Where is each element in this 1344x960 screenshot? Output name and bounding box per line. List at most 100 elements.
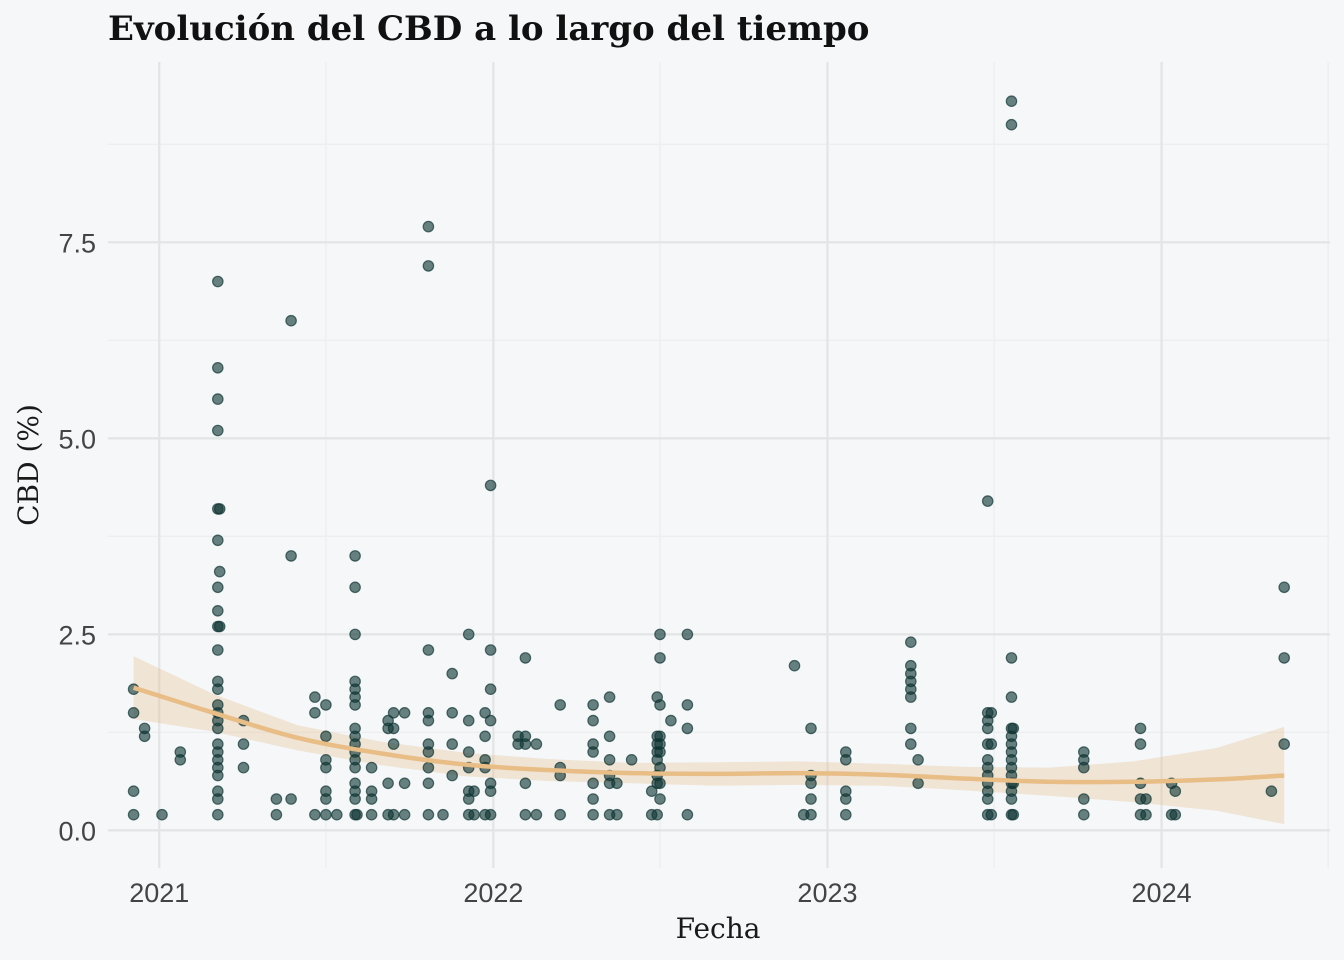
data-point [587,777,599,790]
data-point [654,699,666,711]
points-layer [127,95,1290,821]
data-point [349,581,361,594]
data-point [330,808,343,821]
chart-title: Evolución del CBD a lo largo del tiempo [108,9,869,49]
data-point [904,738,917,750]
data-point [603,753,616,766]
data-point [212,534,224,547]
data-point [212,604,224,617]
data-point [912,777,924,790]
data-point [519,777,532,790]
data-point [382,777,394,790]
data-point [212,581,224,594]
data-point [351,808,363,821]
data-point [212,793,224,805]
data-point [387,808,400,821]
data-point [1007,722,1020,735]
data-point [484,714,497,727]
data-point [462,746,475,758]
data-point [904,722,917,735]
data-point [422,714,435,727]
data-point [519,652,532,664]
data-point [422,260,435,272]
data-point [349,550,361,562]
data-point [981,722,994,735]
y-axis-title: CBD (%) [12,404,45,526]
smooth-trend-line [132,685,1285,785]
data-point [1005,691,1018,703]
data-point [1078,761,1090,774]
data-point [681,699,694,711]
data-point [484,644,497,656]
data-point [237,761,250,774]
data-point [1134,722,1147,735]
data-point [422,761,435,774]
data-point [422,777,435,790]
data-point [468,785,480,797]
data-point [320,730,332,743]
x-tick-label: 2023 [797,878,857,908]
data-point [213,620,226,633]
data-point [398,808,411,821]
data-point [1078,808,1090,821]
data-point [484,808,497,821]
data-point [985,808,998,821]
data-point [587,793,599,805]
data-point [681,722,694,735]
major-gridlines [108,62,1330,868]
data-point [127,706,140,719]
data-point [212,424,224,437]
data-point [138,730,151,743]
data-point [839,793,852,805]
y-tick-label: 0.0 [58,816,96,846]
data-point [437,808,449,821]
data-point [309,808,321,821]
data-point [1169,808,1182,821]
data-point [587,699,599,711]
data-point [309,691,321,703]
data-point [912,753,924,766]
data-point [174,753,187,766]
data-point [1169,785,1182,797]
data-point [1265,785,1278,797]
data-point [398,777,411,790]
data-point [805,808,817,821]
data-point [213,565,226,578]
data-point [1134,738,1147,750]
data-point [462,628,475,641]
data-point [349,628,361,641]
data-point [611,777,623,790]
data-point [446,738,458,750]
data-point [681,808,694,821]
data-point [387,722,400,735]
x-tick-label: 2022 [463,878,523,908]
data-point [554,808,566,821]
data-point [805,777,817,790]
data-point [587,808,599,821]
data-point [611,808,623,821]
data-point [285,793,297,805]
data-point [422,746,435,758]
data-point [904,636,917,648]
x-tick-label: 2021 [129,878,189,908]
data-point [270,808,283,821]
data-point [387,738,400,750]
data-point [212,275,224,288]
data-point [212,361,224,374]
data-point [446,667,458,680]
data-point [127,808,140,821]
data-point [839,753,852,766]
data-point [1007,808,1020,821]
data-point [519,738,532,750]
data-point [212,683,224,695]
data-point [479,706,491,719]
data-point [212,393,224,405]
data-point [805,793,817,805]
data-point [237,738,250,750]
data-point [270,793,283,805]
data-point [212,644,224,656]
data-point [654,761,666,774]
data-point [603,730,616,743]
data-point [1005,118,1018,131]
